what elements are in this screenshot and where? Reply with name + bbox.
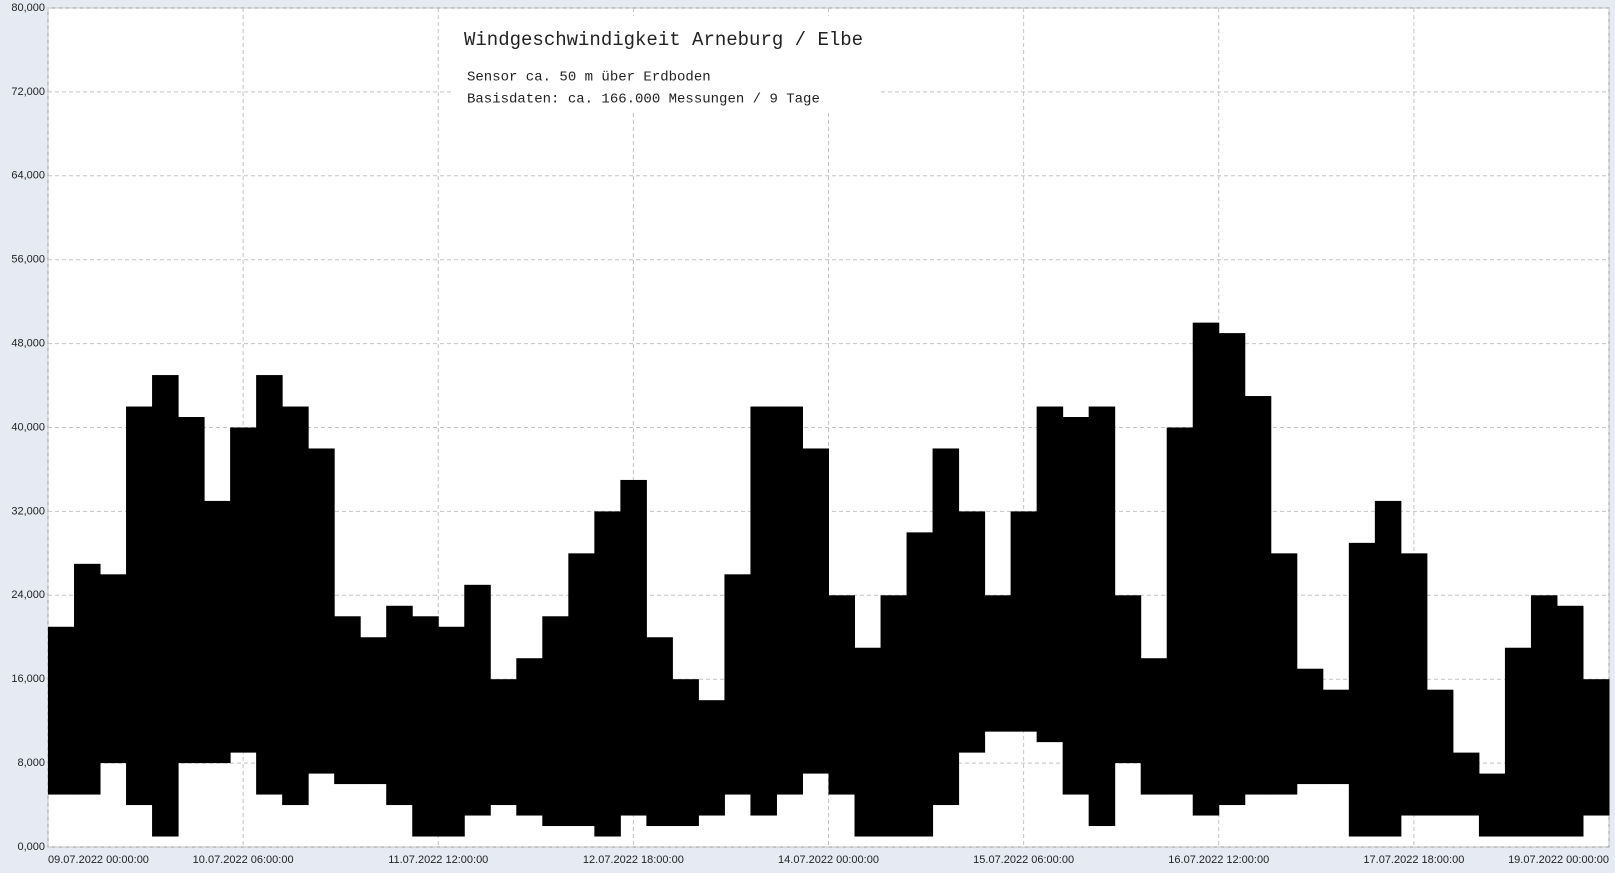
x-tick-label: 17.07.2022 18:00:00	[1363, 854, 1464, 866]
x-tick-label: 09.07.2022 00:00:00	[48, 854, 149, 866]
y-tick-label: 80,000	[11, 2, 45, 14]
y-tick-label: 24,000	[11, 589, 45, 601]
range-bar	[1582, 679, 1610, 816]
y-tick-label: 32,000	[11, 505, 45, 517]
range-bar	[152, 375, 179, 837]
range-bar	[698, 700, 725, 816]
x-tick-label: 11.07.2022 12:00:00	[388, 854, 488, 866]
range-bar	[724, 574, 751, 795]
range-bar	[100, 574, 127, 764]
range-bar	[74, 563, 101, 795]
y-tick-label: 0,000	[17, 841, 45, 853]
range-bar	[230, 427, 257, 753]
range-bar	[48, 626, 75, 795]
range-bar	[646, 637, 673, 827]
range-bar	[620, 479, 647, 816]
range-bar	[204, 500, 231, 764]
range-bar	[1348, 542, 1376, 837]
chart-title: Windgeschwindigkeit Arneburg / Elbe	[464, 29, 863, 51]
range-bar	[1322, 689, 1350, 785]
range-bar	[932, 448, 960, 806]
range-bar	[334, 616, 361, 785]
range-bar	[1452, 752, 1480, 816]
range-bar	[1192, 322, 1220, 816]
x-tick-label: 19.07.2022 00:00:00	[1508, 854, 1609, 866]
range-bar	[516, 658, 543, 816]
range-bar	[906, 532, 934, 837]
range-bar	[386, 605, 413, 806]
range-bar	[1426, 689, 1454, 816]
range-bar	[1556, 605, 1584, 837]
range-bar	[1036, 406, 1064, 743]
x-tick-label: 16.07.2022 12:00:00	[1168, 854, 1269, 866]
range-bar	[776, 406, 803, 795]
y-tick-label: 64,000	[11, 170, 45, 182]
range-bar	[282, 406, 309, 806]
range-bar	[178, 417, 205, 764]
range-bar	[1374, 500, 1402, 837]
y-tick-label: 8,000	[17, 757, 45, 769]
y-tick-label: 40,000	[11, 421, 45, 433]
range-bar	[672, 679, 699, 827]
range-bar	[1296, 668, 1324, 785]
x-tick-label: 15.07.2022 06:00:00	[973, 854, 1074, 866]
range-bar	[1166, 427, 1194, 795]
range-bar	[1062, 417, 1090, 795]
range-bar	[412, 616, 439, 837]
y-tick-label: 56,000	[11, 254, 45, 266]
range-bar	[854, 647, 882, 837]
range-bar	[360, 637, 387, 785]
range-bar	[308, 448, 335, 774]
x-tick-label: 14.07.2022 00:00:00	[778, 854, 879, 866]
range-bar	[1140, 658, 1168, 795]
range-bar	[984, 595, 1012, 732]
range-bar	[1504, 647, 1532, 837]
range-bar	[126, 406, 153, 806]
range-bar	[1400, 553, 1428, 816]
range-bar	[880, 595, 908, 837]
range-bar	[1010, 511, 1038, 732]
y-tick-label: 16,000	[11, 673, 45, 685]
range-bar	[958, 511, 986, 753]
range-bar	[490, 679, 517, 806]
range-bar	[828, 595, 856, 795]
range-bar	[256, 375, 283, 795]
y-tick-label: 72,000	[11, 86, 45, 98]
range-bar	[1088, 406, 1116, 827]
range-bar	[1218, 333, 1246, 806]
range-bar	[464, 584, 491, 816]
range-bar	[750, 406, 777, 816]
y-tick-label: 48,000	[11, 338, 45, 350]
range-bar	[542, 616, 569, 827]
range-bar	[1530, 595, 1558, 837]
range-bar	[1114, 595, 1142, 764]
range-bar	[1478, 773, 1506, 837]
range-bar	[1270, 553, 1298, 795]
x-tick-label: 10.07.2022 06:00:00	[193, 854, 294, 866]
range-bar	[802, 448, 829, 774]
title-box	[452, 16, 880, 112]
range-bar	[568, 553, 595, 827]
range-bar	[438, 626, 465, 837]
range-bar	[1244, 396, 1272, 795]
x-tick-label: 12.07.2022 18:00:00	[583, 854, 684, 866]
marks	[48, 322, 1610, 837]
annotation: Basisdaten: ca. 166.000 Messungen / 9 Ta…	[467, 92, 820, 108]
annotation: Sensor ca. 50 m über Erdboden	[467, 70, 711, 86]
range-bar	[594, 511, 621, 837]
